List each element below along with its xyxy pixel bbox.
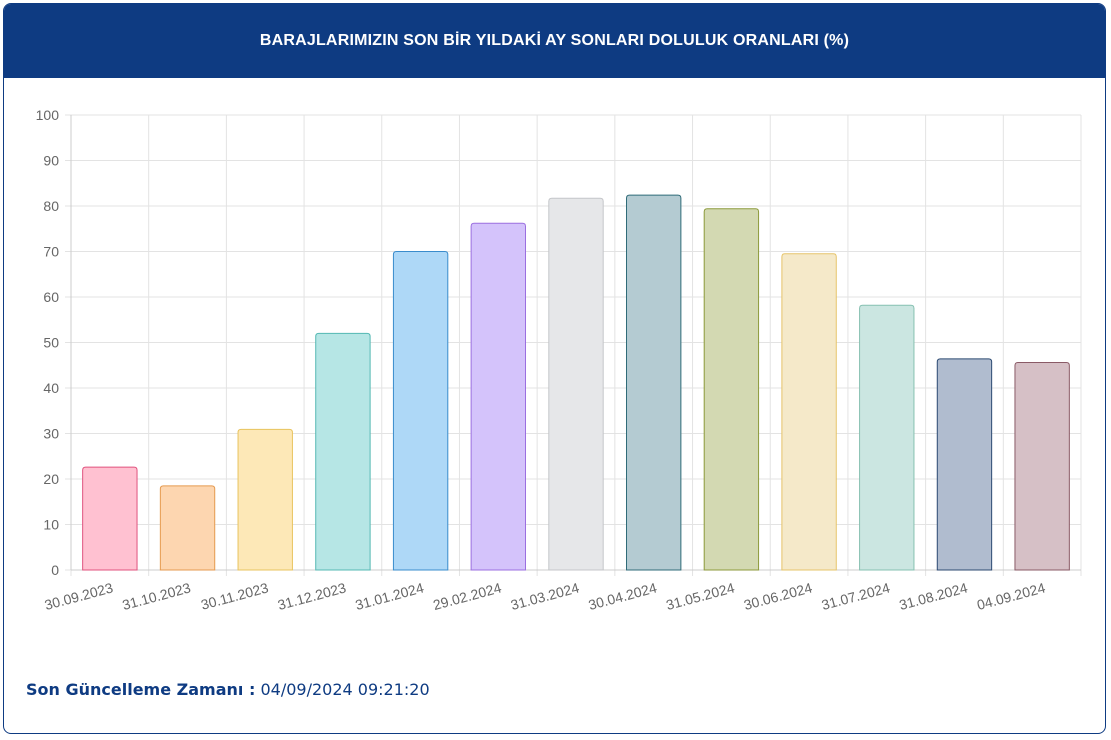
y-tick-label: 40	[43, 380, 59, 396]
chart-card: BARAJLARIMIZIN SON BİR YILDAKİ AY SONLAR…	[3, 3, 1106, 734]
y-tick-label: 30	[43, 426, 59, 442]
last-updated: Son Güncelleme Zamanı : 04/09/2024 09:21…	[26, 680, 430, 699]
y-tick-label: 20	[43, 471, 59, 487]
x-tick-label: 31.10.2023	[120, 579, 192, 613]
y-tick-label: 80	[43, 198, 59, 214]
last-updated-value: 04/09/2024 09:21:20	[260, 680, 430, 699]
x-tick-label: 31.08.2024	[897, 579, 969, 613]
y-tick-label: 50	[43, 335, 59, 351]
x-tick-label: 30.06.2024	[742, 579, 814, 613]
chart-title: BARAJLARIMIZIN SON BİR YILDAKİ AY SONLAR…	[4, 4, 1105, 78]
bar	[548, 197, 604, 571]
x-tick-label: 31.05.2024	[664, 579, 736, 613]
bar	[159, 485, 216, 571]
y-tick-label: 60	[43, 289, 59, 305]
bar	[936, 358, 993, 571]
x-tick-label: 30.11.2023	[199, 579, 270, 612]
last-updated-label: Son Güncelleme Zamanı :	[26, 680, 256, 699]
x-tick-label: 30.04.2024	[587, 579, 659, 613]
x-tick-label: 04.09.2024	[975, 579, 1047, 613]
bar	[859, 304, 915, 571]
x-tick-label: 31.12.2023	[276, 579, 348, 613]
y-tick-label: 10	[43, 517, 59, 533]
bar	[82, 466, 138, 571]
x-tick-label: 29.02.2024	[431, 579, 503, 613]
y-tick-label: 0	[51, 562, 59, 578]
y-tick-label: 100	[36, 107, 60, 123]
bar	[392, 251, 449, 571]
bar	[315, 332, 371, 571]
bar	[1014, 362, 1070, 571]
bar	[626, 194, 682, 571]
y-tick-label: 70	[43, 244, 59, 260]
bar	[781, 253, 837, 571]
x-tick-label: 31.03.2024	[509, 579, 581, 613]
bar	[703, 208, 760, 571]
x-tick-label: 31.01.2024	[354, 579, 426, 613]
y-tick-label: 90	[43, 153, 59, 169]
bar	[237, 428, 293, 571]
bar	[470, 222, 526, 571]
x-tick-label: 30.09.2023	[43, 579, 115, 613]
x-tick-label: 31.07.2024	[820, 579, 892, 613]
